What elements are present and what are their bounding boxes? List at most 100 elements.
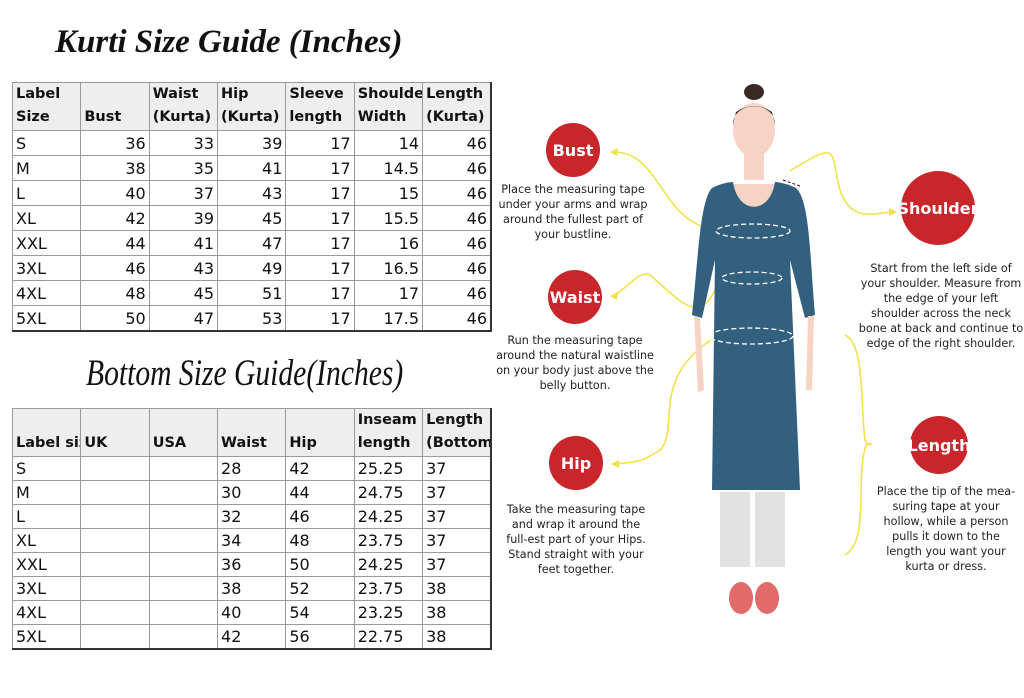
column-header: UK — [80, 408, 150, 457]
table-cell: 46 — [422, 255, 492, 281]
column-header-line: USA — [152, 435, 187, 451]
table-cell: 43 — [217, 180, 287, 206]
table-cell: 38 — [80, 155, 150, 181]
table-cell: 36 — [80, 130, 150, 156]
table-cell: 17 — [353, 280, 424, 306]
table-cell: 23.75 — [353, 576, 424, 601]
bust-instructions: Place the measuring tape under your arms… — [498, 183, 648, 241]
table-cell: 17 — [285, 180, 355, 206]
table-cell: 3XL — [11, 576, 82, 601]
shoulder-instructions: Start from the left side of your shoulde… — [858, 262, 1024, 350]
column-header-line: Hip — [289, 435, 317, 451]
table-cell: 17 — [285, 280, 355, 306]
column-header-line: Shoulder — [357, 86, 422, 102]
column-header-line: Inseam — [357, 412, 417, 428]
table-cell: 34 — [217, 528, 287, 553]
table-row: XL 34 48 23.75 37 — [11, 528, 492, 553]
table-cell: M — [11, 155, 82, 181]
table-cell: 24.25 — [353, 552, 424, 577]
table-cell: 35 — [148, 155, 219, 181]
table-cell: 38 — [422, 600, 492, 625]
table-cell: 39 — [217, 130, 287, 156]
bust-badge: Bust — [546, 123, 600, 177]
column-header: Label Size — [11, 82, 82, 131]
table-cell: 16.5 — [353, 255, 424, 281]
table-row: 3XL 38 52 23.75 38 — [11, 576, 492, 601]
table-cell: 46 — [422, 280, 492, 306]
column-header-line: (Bottom) — [426, 435, 490, 451]
column-header: Label size — [11, 408, 82, 457]
table-cell: 17 — [285, 305, 355, 332]
column-header: Sleeve length — [285, 82, 355, 131]
table-row: M 30 44 24.75 37 — [11, 480, 492, 505]
table-cell: 4XL — [11, 280, 82, 306]
column-header-line: Label size — [16, 435, 80, 451]
table-cell: 51 — [217, 280, 287, 306]
table-row: M 38 35 41 17 14.5 46 — [11, 155, 492, 181]
woman-figure — [692, 84, 815, 614]
table-cell: 45 — [217, 205, 287, 231]
table-cell: 17 — [285, 255, 355, 281]
column-header-line: Length — [426, 412, 484, 428]
column-header: USA — [148, 408, 219, 457]
table-cell: 5XL — [11, 624, 82, 650]
column-header: Length (Bottom) — [422, 408, 492, 457]
table-cell: 17.5 — [353, 305, 424, 332]
table-cell: 15.5 — [353, 205, 424, 231]
table-cell: M — [11, 480, 82, 505]
length-instructions: Place the tip of the mea-suring tape at … — [876, 485, 1016, 573]
table-cell — [148, 480, 219, 505]
table-cell: 24.25 — [353, 504, 424, 529]
table-row: S 28 42 25.25 37 — [11, 456, 492, 481]
table-cell: 48 — [80, 280, 150, 306]
table-cell: 40 — [80, 180, 150, 206]
table-row: XXL 36 50 24.25 37 — [11, 552, 492, 577]
table-cell: 46 — [422, 230, 492, 256]
column-header-line: (Kurta) — [221, 109, 280, 125]
column-header: Waist (Kurta) — [148, 82, 219, 131]
kurti-size-guide-title: Kurti Size Guide (Inches) — [55, 24, 403, 60]
bottom-size-guide-title: Bottom Size Guide(Inches) — [86, 353, 404, 394]
column-header-line: Size — [16, 109, 50, 125]
column-header-line: Label — [16, 86, 61, 102]
table-cell: 40 — [217, 600, 287, 625]
table-cell: 41 — [148, 230, 219, 256]
column-header-line: (Kurta) — [426, 109, 485, 125]
table-row: XL 42 39 45 17 15.5 46 — [11, 205, 492, 231]
table-cell: 38 — [217, 576, 287, 601]
kurti-size-table: Label Size Bust Waist (Kurta) Hip (Kurta) Slee… — [11, 82, 492, 332]
table-cell — [148, 552, 219, 577]
table-cell: 45 — [148, 280, 219, 306]
table-cell — [148, 624, 219, 650]
table-cell: 30 — [217, 480, 287, 505]
table-cell: 53 — [217, 305, 287, 332]
shoulder-badge: Shoulder — [898, 171, 979, 245]
table-cell: 17 — [285, 230, 355, 256]
table-row: 4XL 40 54 23.25 38 — [11, 600, 492, 625]
table-cell: 4XL — [11, 600, 82, 625]
waist-badge: Waist — [548, 270, 602, 324]
table-cell — [80, 624, 150, 650]
table-cell: 46 — [285, 504, 355, 529]
table-cell: 41 — [217, 155, 287, 181]
column-header-line: UK — [84, 435, 108, 451]
table-cell: 44 — [285, 480, 355, 505]
column-header: Inseam length — [353, 408, 424, 457]
column-header: Bust — [80, 82, 150, 131]
table-cell: 15 — [353, 180, 424, 206]
table-cell: 46 — [422, 180, 492, 206]
table-cell: L — [11, 504, 82, 529]
table-cell: XXL — [11, 230, 82, 256]
column-header-line: Waist — [221, 435, 267, 451]
table-cell — [148, 600, 219, 625]
column-header: Length (Kurta) — [422, 82, 492, 131]
waist-instructions: Run the measuring tape around the natura… — [496, 334, 654, 392]
table-cell: S — [11, 130, 82, 156]
table-row: 5XL 42 56 22.75 38 — [11, 624, 492, 650]
table-cell: 50 — [80, 305, 150, 332]
table-cell: L — [11, 180, 82, 206]
table-cell: 28 — [217, 456, 287, 481]
column-header-line: Width — [357, 109, 407, 125]
table-cell: 3XL — [11, 255, 82, 281]
